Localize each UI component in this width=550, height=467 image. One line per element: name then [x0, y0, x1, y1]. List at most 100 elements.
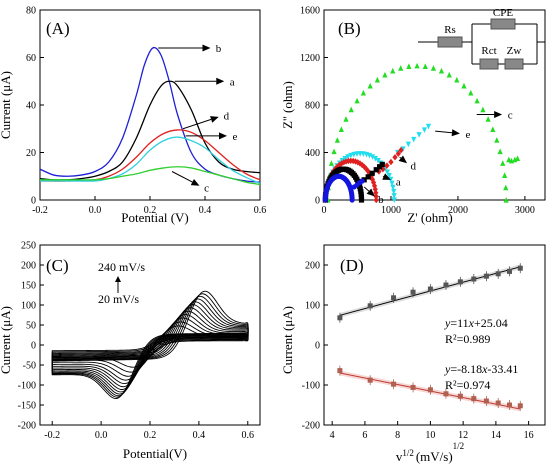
y-tick-label-c: -100 [18, 381, 36, 392]
annotation-arrow-c [171, 171, 193, 183]
data-point-c [454, 76, 460, 83]
data-point-c [414, 62, 420, 69]
annotation-label-c: c [204, 183, 209, 195]
data-point-e [369, 154, 376, 160]
equivalent-circuit: Rs CPE Rct Zw [418, 7, 545, 70]
x-tick-label-a: 0.6 [254, 205, 267, 216]
data-point-anodic [495, 271, 501, 277]
data-point-c [328, 160, 335, 166]
y-tick-label-d: 0 [315, 341, 320, 352]
scan-rate-arrowhead [115, 276, 121, 282]
x-tick-label-c: 0.6 [242, 430, 255, 441]
data-point-e [400, 146, 406, 152]
data-point-e [390, 184, 396, 191]
data-point-cathodic [457, 393, 463, 399]
data-point-e [425, 123, 432, 130]
data-point-e [348, 152, 354, 159]
y-tick-label-b: 1200 [300, 53, 320, 64]
data-point-d [398, 146, 404, 154]
data-point-cathodic [495, 400, 501, 406]
y-tick-label-a: 20 [26, 148, 36, 159]
x-tick-label-b: 0 [322, 205, 327, 216]
data-point-d [373, 189, 379, 196]
data-point-d [373, 193, 379, 200]
data-point-c [497, 148, 503, 155]
x-tick-label-c: 0.4 [193, 430, 206, 441]
data-point-c [438, 67, 445, 74]
fit-equation-cathodic: y=-8.18x-33.41 [444, 362, 518, 376]
data-point-d [361, 163, 367, 170]
r2-cathodic: R²=0.974 [445, 378, 490, 392]
data-point-anodic [443, 282, 449, 288]
data-point-cathodic [483, 398, 489, 404]
data-point-anodic [471, 276, 477, 282]
x-axis-label-d: v1/2 (mV/s)1/2 [396, 441, 464, 464]
panel-label-b: (B) [338, 19, 361, 38]
data-point-anodic [337, 315, 343, 321]
data-point-c [367, 82, 373, 89]
annotation-arrow-d [182, 118, 212, 130]
annotation-arrowhead-c [494, 111, 503, 118]
data-point-c [503, 184, 509, 191]
panel-label-a: (A) [46, 19, 70, 38]
data-point-c [338, 126, 344, 132]
series-line-a [39, 80, 261, 181]
data-point-c [430, 65, 437, 71]
data-point-d [395, 150, 401, 157]
series-line-d [39, 129, 261, 182]
data-point-anodic [410, 289, 416, 295]
annotation-label-e: e [465, 129, 470, 141]
x-tick-label-b: 3000 [515, 205, 535, 216]
data-point-e [391, 188, 397, 195]
y-tick-label-c: -200 [18, 421, 36, 432]
x-tick-label-c: -0.2 [44, 430, 60, 441]
y-axis-label-c: Current (μA) [0, 306, 13, 374]
data-point-a [358, 191, 364, 197]
data-point-e [372, 155, 378, 162]
data-point-a [369, 170, 375, 176]
y-tick-label-c: 50 [26, 321, 36, 332]
y-tick-label-c: 200 [21, 261, 36, 272]
data-point-c [468, 89, 474, 96]
cv-curve-240 [51, 290, 249, 399]
data-point-cathodic [410, 384, 416, 390]
x-tick-label-d: 4 [330, 430, 335, 441]
panel-b: (B) Z' (ohm) Z'' (ohm) Rs CPE Rct Zw 0 10… [280, 6, 546, 225]
y-tick-label-b: 400 [305, 148, 320, 159]
panel-a: (A) Potential (V) Current (μA) -0.2 0.0 0.… [0, 6, 266, 226]
y-tick-label-b: 1600 [300, 6, 320, 17]
data-point-c [348, 106, 354, 113]
scan-rate-label-top: 240 mV/s [98, 260, 145, 274]
annotation-arrowhead-d [398, 155, 408, 164]
y-tick-label-c: 250 [21, 241, 36, 252]
annotation-arrowhead-b [202, 44, 211, 52]
data-point-c [390, 67, 396, 74]
data-point-c [514, 155, 521, 162]
data-point-d [352, 158, 359, 165]
data-point-d [357, 160, 363, 167]
y-tick-label-b: 0 [315, 196, 320, 207]
x-tick-label-d: 12 [458, 430, 468, 441]
data-point-cathodic [517, 403, 523, 409]
data-point-cathodic [506, 402, 512, 408]
data-point-d [338, 160, 345, 167]
x-tick-label-c: 0.0 [95, 430, 108, 441]
x-tick-label-d: 16 [524, 430, 534, 441]
y-tick-label-a: 40 [26, 101, 36, 112]
annotation-arrowhead-e [219, 132, 227, 140]
data-point-e [405, 141, 411, 148]
data-point-c [480, 106, 486, 113]
plot-frame-d [323, 244, 546, 426]
annotation-label-c: c [508, 110, 513, 122]
data-point-d [373, 196, 379, 204]
y-axis-label-b: Z'' (ohm) [280, 81, 295, 129]
annotation-arrow-b [363, 186, 370, 192]
x-tick-label-a: 0.4 [199, 205, 212, 216]
y-axis-label-d: Current (μA) [280, 306, 295, 374]
data-point-c [422, 63, 428, 69]
annotation-label-b: b [216, 43, 222, 55]
data-point-anodic [517, 265, 523, 271]
data-point-anodic [427, 286, 433, 292]
cpe-element [490, 18, 516, 30]
data-point-d [380, 165, 386, 173]
